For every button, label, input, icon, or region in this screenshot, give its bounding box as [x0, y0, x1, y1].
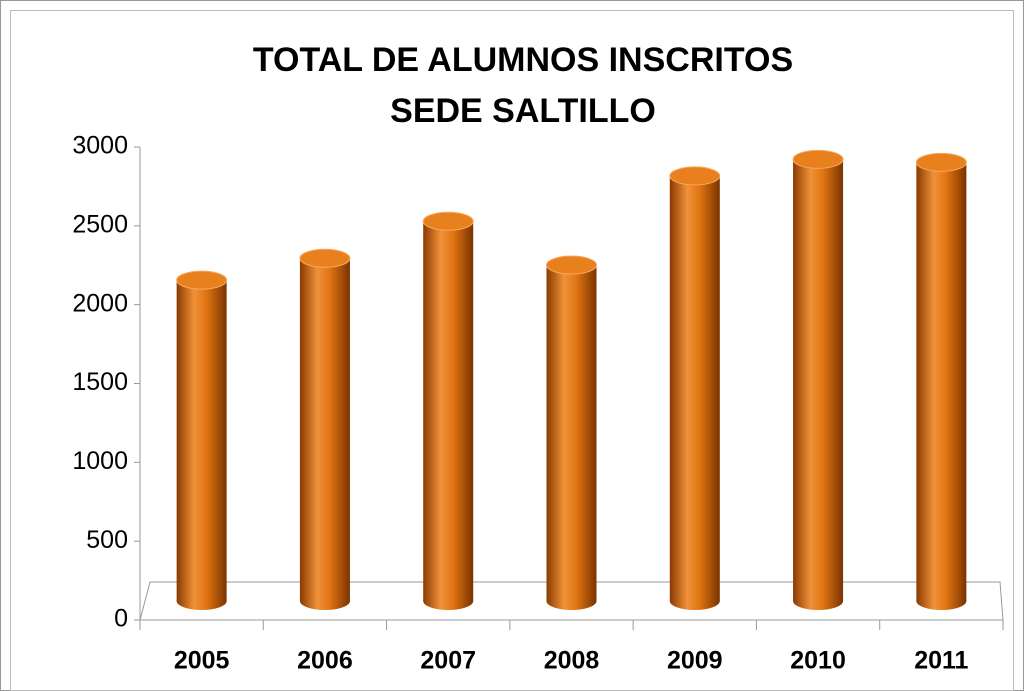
bar-top: [669, 166, 721, 186]
bar: [669, 166, 721, 610]
bar-top: [422, 211, 474, 231]
x-tick-label: 2006: [297, 647, 353, 675]
bar-top: [176, 270, 228, 290]
x-tick-label: 2005: [174, 647, 230, 675]
bar: [176, 270, 228, 610]
y-tick-label: 1000: [72, 447, 128, 475]
y-tick-label: 2500: [72, 210, 128, 238]
y-tick-label: 500: [86, 526, 128, 554]
x-tick-label: 2011: [914, 647, 968, 675]
y-tick-label: 2000: [72, 289, 128, 317]
bar-body: [669, 175, 720, 601]
x-tick-label: 2007: [420, 647, 476, 675]
bar-top: [915, 152, 967, 172]
bar: [792, 149, 844, 610]
bar: [422, 211, 474, 610]
bar: [546, 255, 597, 610]
bar-body: [916, 162, 967, 601]
bar-top: [792, 149, 844, 169]
y-tick-label: 0: [114, 605, 128, 633]
bar-top: [546, 255, 597, 275]
x-tick-label: 2009: [667, 647, 723, 675]
y-tick-label: 3000: [72, 132, 128, 160]
bar-body: [176, 280, 227, 601]
bar-body: [546, 265, 597, 601]
x-tick-label: 2010: [790, 647, 846, 675]
bar: [299, 248, 351, 610]
x-tick-label: 2008: [544, 647, 600, 675]
bar-body: [423, 221, 474, 602]
bar: [915, 152, 967, 610]
bar-top: [299, 248, 351, 268]
y-tick-label: 1500: [72, 368, 128, 396]
chart-title: SEDE SALTILLO: [390, 92, 656, 130]
chart-title: TOTAL DE ALUMNOS INSCRITOS: [253, 41, 793, 79]
bar-body: [793, 159, 844, 601]
bar-body: [299, 258, 350, 601]
